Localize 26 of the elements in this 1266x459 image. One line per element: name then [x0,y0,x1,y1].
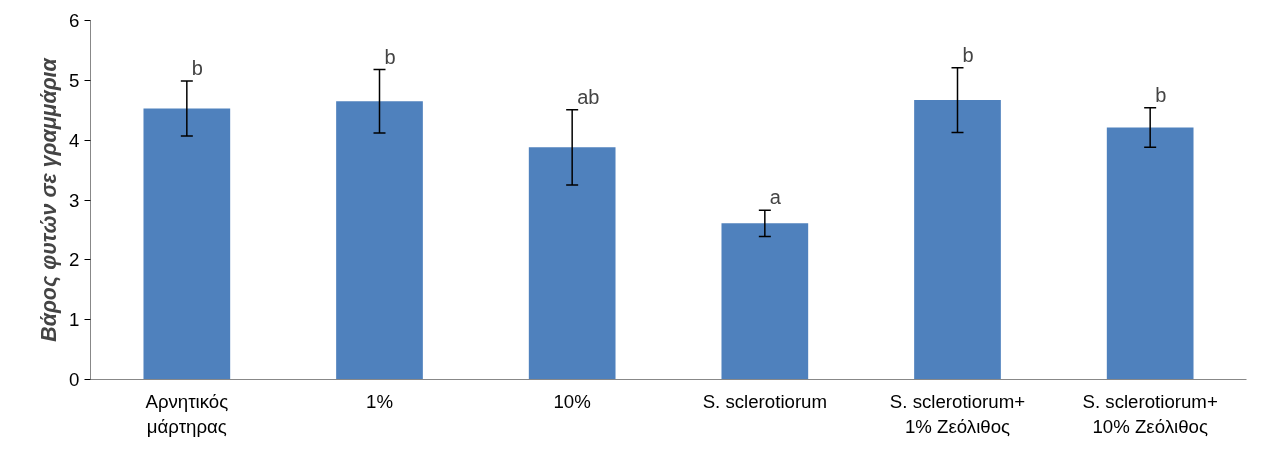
x-tick-label: S. sclerotiorum [702,390,828,412]
bar [143,108,231,380]
annotation: b [962,43,974,66]
annotation: b [1155,83,1167,106]
y-tick-label: 6 [69,10,80,31]
y-axis-title: Βάρος φυτών σε γραμμάρια [37,57,62,342]
bar [914,100,1001,380]
y-tick-label: 5 [69,69,80,91]
x-tick-label: 10% [553,390,591,412]
x-tick-label: S. sclerotiorum+ 1% Ζεόλιθος [889,390,1026,437]
x-tick-label: Αρνητικός μάρτηρας [145,390,229,437]
annotation: a [769,186,782,209]
annotation: ab [577,85,600,108]
y-tick-label: 1 [69,309,80,331]
x-tick-label: 1% [366,390,393,412]
bar [1106,127,1194,380]
y-tick-label: 3 [69,189,80,211]
y-tick-label: 0 [69,369,80,390]
annotation: b [191,56,203,79]
bar [336,101,423,380]
bar [528,147,616,380]
annotation: b [384,45,396,68]
y-tick-label: 2 [69,249,80,271]
bar [721,223,809,380]
x-tick-label: S. sclerotiorum+ 10% Ζεόλιθος [1082,390,1218,437]
y-tick-label: 4 [69,129,80,151]
